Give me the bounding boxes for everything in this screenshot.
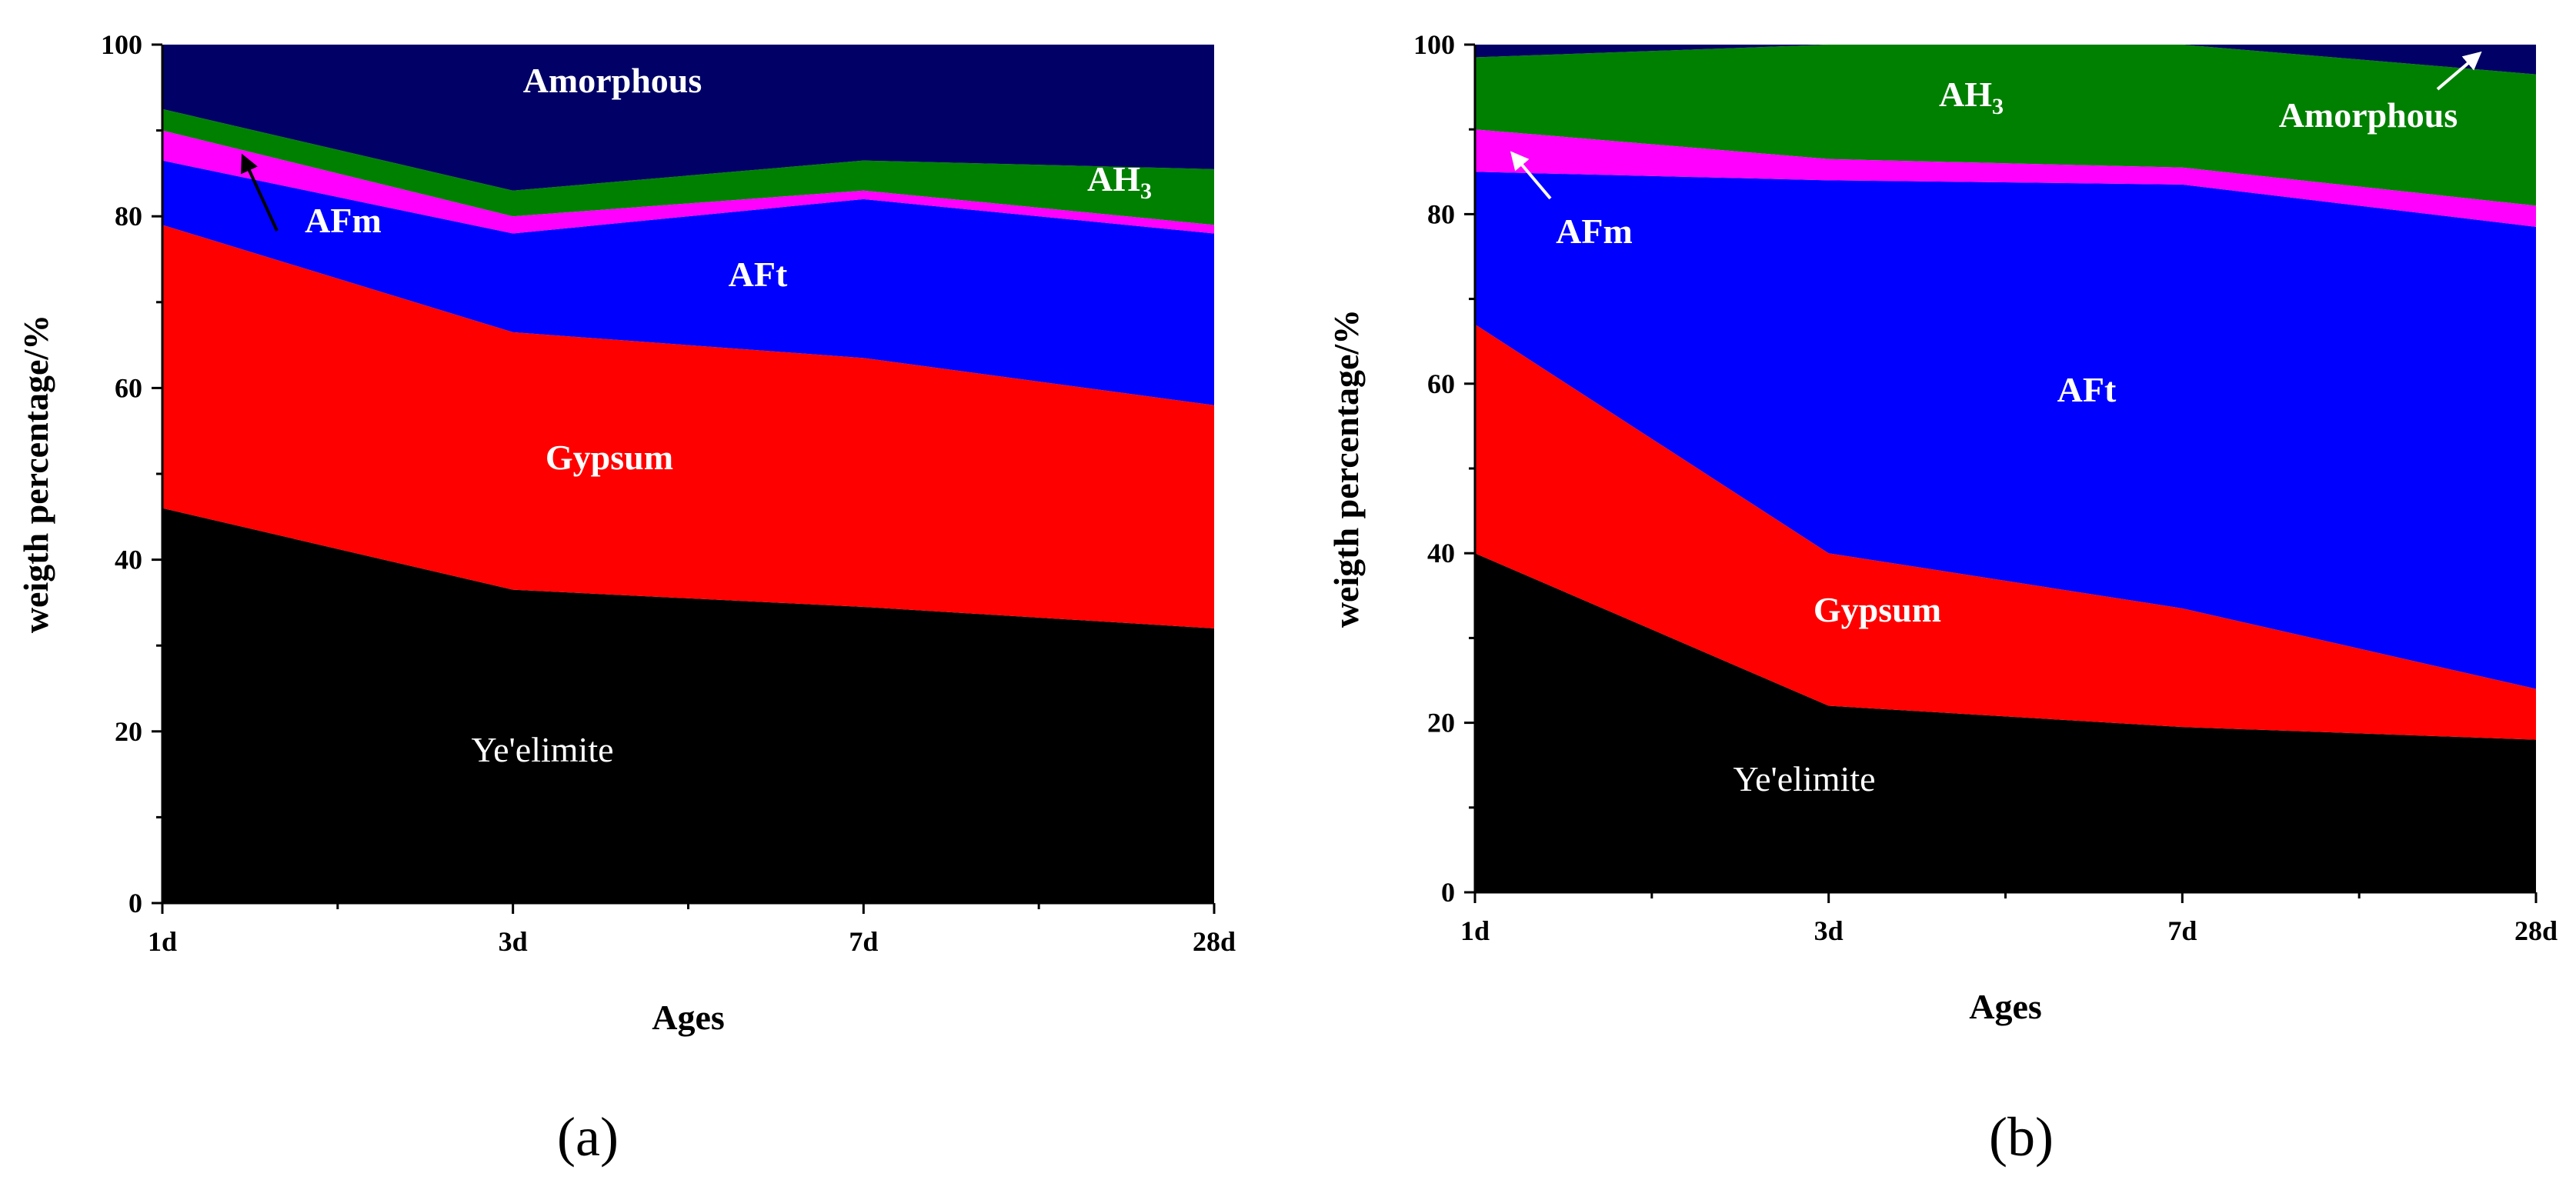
label-aft: AFt [729, 255, 788, 294]
y-tick-label: 40 [115, 545, 142, 575]
x-tick-label: 7d [2167, 915, 2197, 946]
area-ah3 [1475, 45, 2536, 206]
x-axis-title: Ages [1969, 987, 2042, 1026]
y-tick-label: 100 [1413, 29, 1455, 60]
area-ye-elimite [162, 508, 1214, 903]
label-gypsum: Gypsum [546, 438, 673, 477]
area-aft [162, 160, 1214, 405]
x-tick-label: 7d [849, 926, 878, 957]
x-tick-label: 3d [1814, 915, 1844, 946]
y-tick-label: 60 [1427, 368, 1455, 399]
area-aft [1475, 172, 2536, 689]
area-amorphous [162, 45, 1214, 191]
area-gypsum [162, 225, 1214, 628]
y-tick-label: 40 [1427, 538, 1455, 568]
area-afm [1475, 129, 2536, 227]
callout-arrow [2436, 51, 2482, 91]
area-gypsum [1475, 324, 2536, 740]
area-ah3 [162, 108, 1214, 225]
x-tick-label: 28d [1193, 926, 1236, 957]
panel-label: (b) [1989, 1106, 2054, 1168]
y-axis-title: weigth percentage/% [16, 315, 55, 633]
y-tick-label: 0 [128, 888, 142, 918]
label-ah3: AH3 [1087, 159, 1152, 204]
label-amorphous: Amorphous [523, 61, 702, 100]
x-tick-label: 1d [148, 926, 177, 957]
label-yeelimite: Ye'elimite [471, 730, 613, 769]
label-afm: AFm [1556, 212, 1633, 251]
y-tick-label: 0 [1441, 877, 1455, 908]
y-axis-title: weigth percentage/% [1326, 309, 1366, 628]
label-amorphous: Amorphous [2279, 95, 2458, 135]
label-gypsum: Gypsum [1814, 590, 1941, 629]
x-tick-label: 1d [1460, 915, 1490, 946]
y-tick-label: 80 [1427, 198, 1455, 229]
x-tick-label: 28d [2514, 915, 2558, 946]
x-tick-label: 3d [499, 926, 528, 957]
callout-arrow [241, 153, 279, 232]
label-ah3: AH3 [1939, 75, 2004, 119]
label-aft: AFt [2057, 370, 2117, 409]
x-axis-title: Ages [652, 998, 725, 1037]
label-afm: AFm [305, 201, 382, 240]
panel-b: 0 20 40 60 80 100 1d 3d 7d 28d Ages weigth percenta… [1326, 29, 2558, 1168]
area-afm [162, 130, 1214, 234]
y-tick-label: 100 [101, 29, 142, 60]
area-amorphous [1475, 45, 2536, 75]
panel-a: 0 20 40 60 80 100 1d 3d 7d 28d Ages weigth percenta… [16, 29, 1236, 1168]
callout-arrow [1510, 151, 1552, 200]
y-tick-label: 60 [115, 372, 142, 403]
y-tick-label: 80 [115, 201, 142, 232]
panel-label: (a) [557, 1106, 619, 1168]
area-ye-elimite [1475, 553, 2536, 892]
y-tick-label: 20 [1427, 708, 1455, 738]
y-tick-label: 20 [115, 716, 142, 747]
label-yeelimite: Ye'elimite [1733, 759, 1875, 798]
